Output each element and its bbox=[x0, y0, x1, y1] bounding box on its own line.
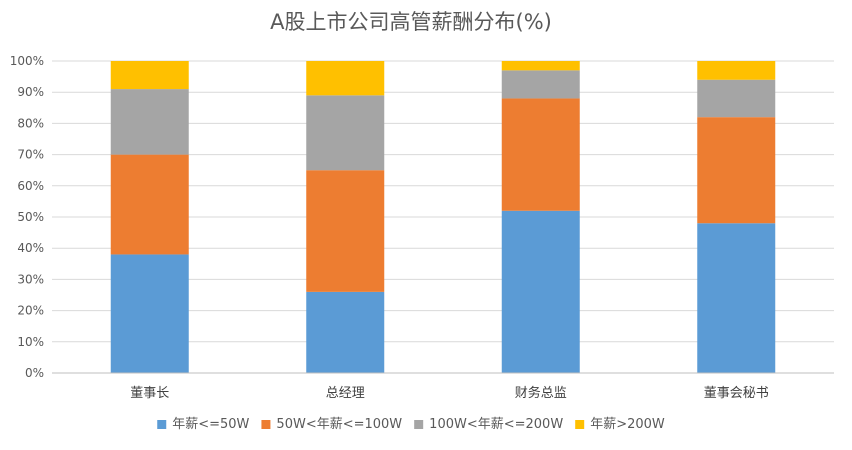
bars bbox=[110, 61, 776, 373]
y-tick-label: 100% bbox=[10, 54, 44, 68]
x-axis-categories: 董事长 总经理 财务总监 董事会秘书 bbox=[130, 385, 769, 401]
bar-segment bbox=[306, 61, 385, 96]
legend-swatch bbox=[575, 420, 585, 429]
x-category-label: 董事长 bbox=[130, 386, 169, 401]
legend-swatch bbox=[157, 420, 167, 429]
bar-segment bbox=[110, 89, 189, 155]
bar-segment bbox=[697, 117, 776, 224]
legend-label: 50W<年薪<=100W bbox=[276, 417, 402, 432]
bar-segment bbox=[501, 70, 580, 99]
chart-title: A股上市公司高管薪酬分布(%) bbox=[270, 10, 552, 34]
bar-segment bbox=[306, 95, 385, 171]
y-tick-label: 0% bbox=[25, 366, 44, 380]
x-category-label: 财务总监 bbox=[515, 385, 567, 401]
legend-item: 年薪<=50W bbox=[157, 417, 250, 432]
y-tick-label: 50% bbox=[17, 210, 44, 224]
legend-label: 100W<年薪<=200W bbox=[429, 417, 563, 432]
y-tick-label: 90% bbox=[17, 85, 44, 99]
bar-segment bbox=[110, 61, 189, 90]
legend-item: 100W<年薪<=200W bbox=[414, 417, 563, 432]
bar-segment bbox=[110, 254, 189, 373]
legend-label: 年薪<=50W bbox=[172, 417, 249, 432]
bar-segment bbox=[501, 210, 580, 373]
y-tick-label: 10% bbox=[17, 335, 44, 349]
legend-item: 年薪>200W bbox=[575, 417, 665, 432]
y-tick-label: 30% bbox=[17, 272, 44, 286]
y-tick-label: 20% bbox=[17, 304, 44, 318]
y-tick-label: 70% bbox=[17, 148, 44, 162]
legend: 年薪<=50W 50W<年薪<=100W 100W<年薪<=200W 年薪>200W bbox=[157, 417, 665, 432]
y-tick-label: 80% bbox=[17, 116, 44, 130]
y-tick-label: 40% bbox=[17, 241, 44, 255]
x-category-label: 总经理 bbox=[326, 386, 365, 401]
x-category-label: 董事会秘书 bbox=[704, 386, 769, 401]
bar-segment bbox=[697, 223, 776, 373]
bar-segment bbox=[306, 170, 385, 292]
y-tick-label: 60% bbox=[17, 179, 44, 193]
bar-segment bbox=[110, 154, 189, 255]
bar-segment bbox=[501, 98, 580, 211]
bar-segment bbox=[697, 61, 776, 80]
legend-swatch bbox=[414, 420, 424, 429]
legend-swatch bbox=[261, 420, 271, 429]
y-axis-ticks: 0% 10% 20% 30% 40% 50% 60% 70% 80% 90% 100% bbox=[10, 54, 44, 380]
legend-item: 50W<年薪<=100W bbox=[261, 417, 402, 432]
bar-segment bbox=[697, 79, 776, 118]
legend-label: 年薪>200W bbox=[590, 417, 665, 432]
bar-segment bbox=[306, 291, 385, 373]
bar-segment bbox=[501, 61, 580, 71]
